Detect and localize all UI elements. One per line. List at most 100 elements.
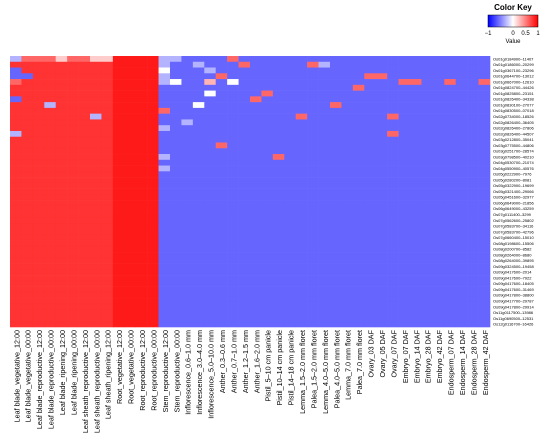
heatmap-cell	[432, 205, 445, 212]
heatmap-cell	[387, 292, 399, 299]
heatmap-cell	[90, 84, 102, 91]
heatmap-cell	[67, 73, 79, 80]
heatmap-cell	[135, 148, 148, 155]
heatmap-cell	[215, 240, 228, 247]
heatmap-cell	[32, 315, 45, 322]
heatmap-cell	[467, 171, 479, 178]
heatmap-cell	[341, 125, 354, 132]
heatmap-cell	[238, 79, 251, 86]
heatmap-cell	[341, 194, 354, 201]
heatmap-cell	[398, 61, 411, 68]
heatmap-cell	[341, 292, 354, 299]
heatmap-cell	[21, 292, 34, 299]
heatmap-cell	[261, 194, 274, 201]
heatmap-cell	[318, 56, 331, 63]
heatmap-cell	[112, 125, 125, 132]
heatmap-cell	[90, 119, 102, 126]
heatmap-cell	[67, 234, 79, 241]
heatmap-cell	[250, 257, 262, 264]
heatmap-cell	[238, 61, 251, 68]
heatmap-cell	[410, 148, 422, 155]
heatmap-cell	[410, 223, 422, 230]
heatmap-cell	[478, 61, 491, 68]
heatmap-cell	[44, 234, 57, 241]
heatmap-cell	[181, 61, 194, 68]
heatmap-cell	[455, 125, 468, 132]
heatmap-cell	[272, 298, 285, 305]
heatmap-cell	[67, 211, 79, 218]
heatmap-cell	[250, 280, 262, 287]
heatmap-cell	[364, 246, 377, 253]
heatmap-cell	[272, 228, 285, 236]
heatmap-cell	[444, 182, 457, 189]
heatmap-cell	[398, 125, 411, 132]
heatmap-cell	[90, 246, 102, 253]
heatmap-cell	[261, 67, 274, 74]
heatmap-cell	[284, 303, 297, 311]
heatmap-cell	[432, 298, 445, 305]
heatmap-cell	[352, 102, 365, 109]
heatmap-cell	[135, 136, 148, 143]
heatmap-cell	[21, 228, 34, 236]
heatmap-cell	[352, 200, 365, 207]
heatmap-cell	[432, 200, 445, 207]
heatmap-cell	[112, 148, 125, 155]
heatmap-cell	[170, 84, 182, 91]
heatmap-cell	[181, 269, 194, 276]
heatmap-cell	[204, 217, 217, 224]
heatmap-cell	[261, 73, 274, 80]
color-key-gradient-bar	[487, 14, 539, 28]
heatmap-cell	[227, 182, 239, 189]
row-labels: Os01g0184900–11407Os01g0186000–20299Os01…	[493, 56, 534, 326]
heatmap-cell	[478, 96, 491, 103]
heatmap-cell	[467, 246, 479, 253]
heatmap-cell	[10, 315, 22, 322]
heatmap-cell	[444, 130, 457, 138]
heatmap-cell	[421, 200, 434, 207]
heatmap-cell	[352, 188, 365, 195]
column-label: Leaf blade_vegetative_00:00	[24, 330, 33, 422]
heatmap-cell	[352, 303, 365, 311]
heatmap-cell	[170, 263, 182, 270]
heatmap-cell	[307, 246, 319, 253]
heatmap-cell	[432, 217, 445, 224]
heatmap-cell	[10, 321, 22, 328]
heatmap-cell	[364, 125, 377, 132]
heatmap-cell	[284, 73, 297, 80]
heatmap-cell	[295, 56, 308, 63]
heatmap-cell	[387, 73, 399, 80]
heatmap-cell	[341, 84, 354, 91]
heatmap-cell	[432, 119, 445, 126]
heatmap-cell	[284, 84, 297, 91]
heatmap-cell	[170, 303, 182, 311]
heatmap-cell	[124, 200, 137, 207]
heatmap-cell	[455, 303, 468, 311]
heatmap-cell	[44, 223, 57, 230]
heatmap-cell	[444, 303, 457, 311]
heatmap-cell	[364, 61, 377, 68]
heatmap-cell	[444, 223, 457, 230]
heatmap-cell	[318, 223, 331, 230]
heatmap-cell	[307, 102, 319, 109]
heatmap-cell	[410, 321, 422, 328]
heatmap-cell	[341, 257, 354, 264]
heatmap-cell	[135, 67, 148, 74]
heatmap-cell	[170, 188, 182, 195]
heatmap-cell	[32, 136, 45, 143]
heatmap-cell	[421, 228, 434, 236]
heatmap-cell	[181, 228, 194, 236]
heatmap-cell	[135, 223, 148, 230]
heatmap-cell	[330, 67, 342, 74]
heatmap-cell	[467, 130, 479, 138]
heatmap-cell	[170, 125, 182, 132]
heatmap-cell	[261, 280, 274, 287]
heatmap-cell	[284, 280, 297, 287]
heatmap-cell	[330, 188, 342, 195]
heatmap-cell	[204, 56, 217, 63]
heatmap-cell	[398, 56, 411, 63]
heatmap-cell	[44, 148, 57, 155]
heatmap-cell	[421, 73, 434, 80]
heatmap-cell	[330, 200, 342, 207]
heatmap-cell	[55, 200, 68, 207]
heatmap-cell	[272, 321, 285, 328]
